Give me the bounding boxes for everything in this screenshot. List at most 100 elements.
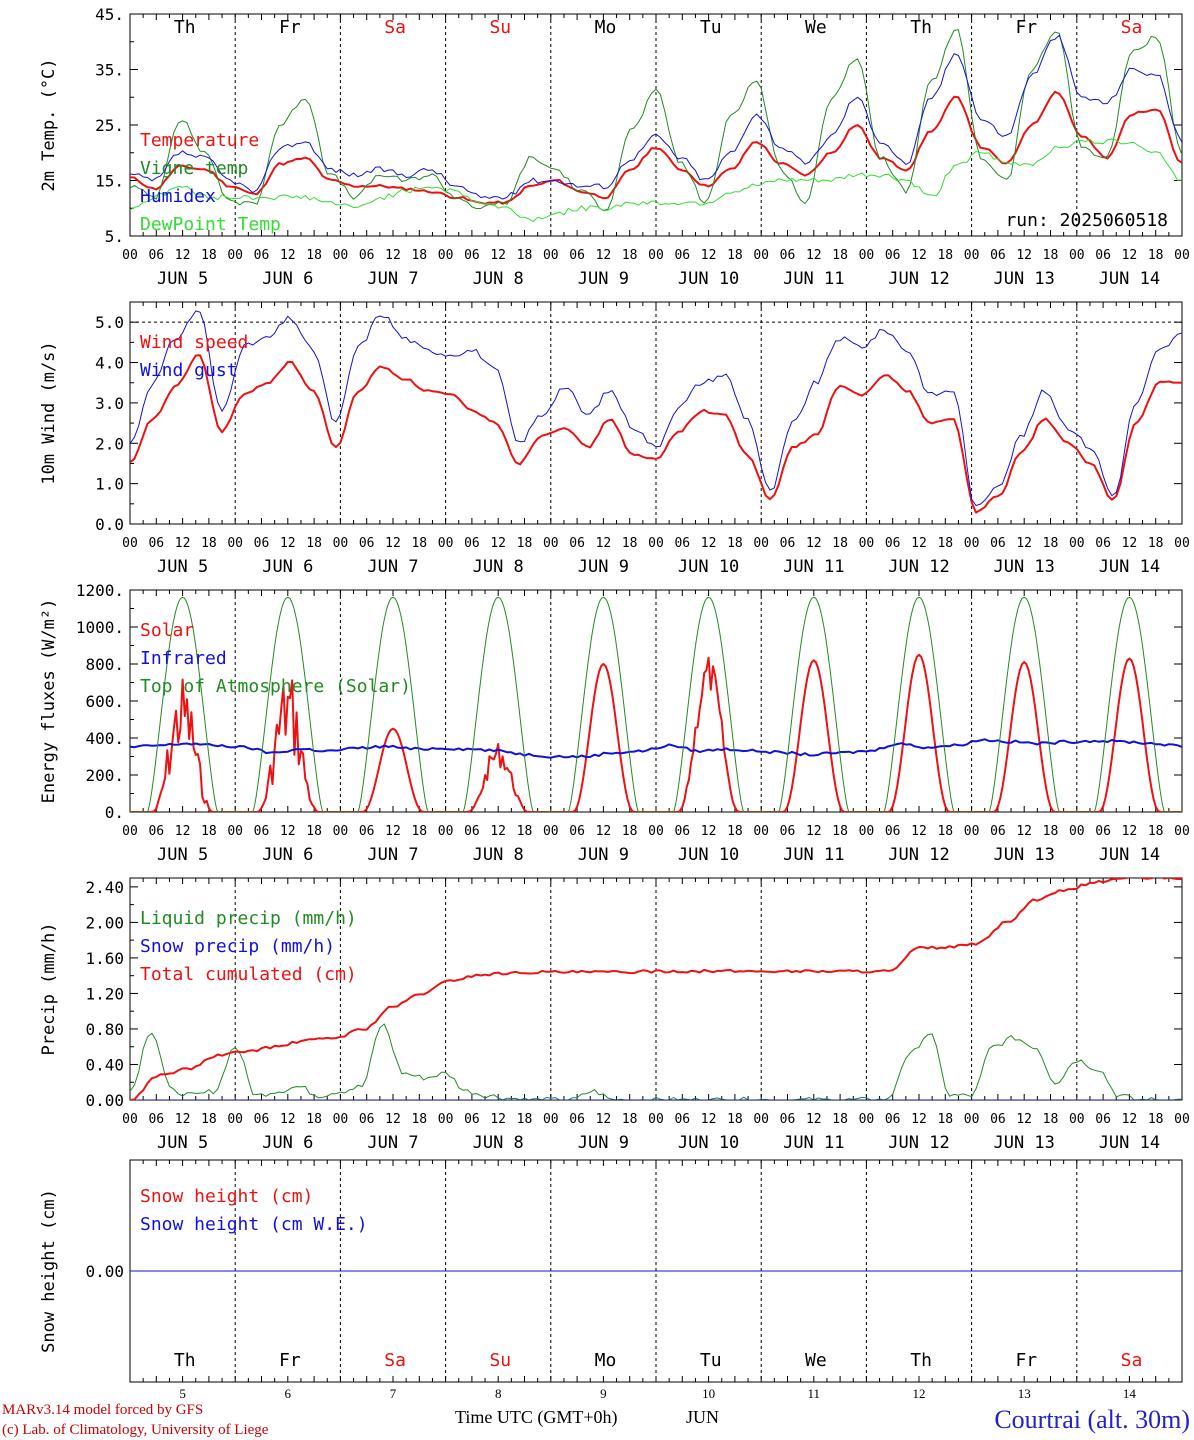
hour-label: 18 [1148,824,1164,839]
hour-label: 00 [753,824,769,839]
y-axis-label: 10m Wind (m/s) [39,341,59,484]
hour-label: 12 [911,824,927,839]
date-label: JUN 10 [678,557,739,577]
hour-label: 06 [148,824,164,839]
day-name: Fr [279,1350,301,1371]
day-name: Sa [384,17,406,38]
hour-label: 06 [464,824,480,839]
legend-entry: Wind speed [140,332,248,353]
hour-label: 00 [753,1112,769,1127]
hour-label: 12 [385,248,401,263]
hour-label: 18 [1148,1112,1164,1127]
hour-label: 18 [411,248,427,263]
panel-wind: 0.0 1.0 2.0 3.0 4.0 5.0 10m Wind (m/s) Wind spe… [39,301,1190,577]
date-label: JUN 12 [888,1133,949,1153]
date-label: JUN 11 [783,557,844,577]
hour-label: 12 [806,1112,822,1127]
hour-label: 12 [596,248,612,263]
series-line-3 [130,138,1182,222]
hour-label: 00 [333,1112,349,1127]
date-label: JUN 7 [367,845,418,865]
day-number: 14 [1123,1386,1137,1401]
hour-label: 18 [411,536,427,551]
date-label: JUN 8 [473,269,524,289]
hour-label: 18 [727,248,743,263]
hour-label: 12 [490,536,506,551]
date-label: JUN 13 [993,1133,1054,1153]
hour-label: 06 [1095,248,1111,263]
y-tick-label: 2.40 [85,878,124,897]
y-tick-label: 800. [85,655,124,674]
legend-entry: Snow height (cm) [140,1186,313,1207]
date-label: JUN 8 [473,557,524,577]
y-tick-label: 600. [85,692,124,711]
hour-label: 00 [859,824,875,839]
hour-label: 12 [806,248,822,263]
date-label: JUN 6 [262,1133,313,1153]
time-axis-month: JUN [686,1407,719,1427]
lab-credit: (c) Lab. of Climatology, University of L… [2,1422,269,1438]
day-name: Tu [700,1350,722,1371]
hour-label: 12 [280,824,296,839]
hour-label: 00 [1069,1112,1085,1127]
hour-label: 06 [780,824,796,839]
date-label: JUN 5 [157,269,208,289]
hour-label: 00 [1069,824,1085,839]
date-label: JUN 12 [888,269,949,289]
hour-label: 06 [254,824,270,839]
date-label: JUN 9 [578,1133,629,1153]
day-name: Sa [1121,17,1143,38]
hour-label: 12 [490,248,506,263]
hour-label: 18 [1043,824,1059,839]
date-label: JUN 5 [157,1133,208,1153]
day-name: Th [910,1350,932,1371]
y-tick-label: 5.0 [95,313,124,332]
date-label: JUN 8 [473,845,524,865]
legend-entry: Total cumulated (cm) [140,964,357,985]
station-name: Courtrai (alt. 30m) [994,1405,1190,1434]
hour-label: 12 [1016,824,1032,839]
legend-entry: Liquid precip (mm/h) [140,908,357,929]
hour-label: 06 [990,824,1006,839]
date-label: JUN 12 [888,557,949,577]
y-tick-label: 1200. [76,581,124,600]
date-label: JUN 11 [783,1133,844,1153]
hour-label: 00 [648,824,664,839]
hour-label: 18 [937,824,953,839]
hour-label: 12 [1016,536,1032,551]
hour-label: 18 [832,1112,848,1127]
date-label: JUN 10 [678,845,739,865]
hour-label: 18 [411,1112,427,1127]
day-number: 8 [495,1386,502,1401]
hour-label: 00 [859,536,875,551]
hour-label: 06 [1095,824,1111,839]
hour-label: 18 [937,1112,953,1127]
hour-label: 06 [674,248,690,263]
hour-label: 12 [806,536,822,551]
y-tick-label: 35. [95,61,124,80]
y-axis-label: Energy fluxes (W/m²) [39,599,59,804]
y-tick-label: 0.00 [85,1262,124,1281]
hour-label: 00 [333,536,349,551]
series-line-0 [130,653,1182,812]
date-label: JUN 14 [1099,557,1160,577]
hour-label: 12 [490,1112,506,1127]
date-label: JUN 9 [578,557,629,577]
hour-label: 12 [1016,1112,1032,1127]
y-tick-label: 0.80 [85,1020,124,1039]
hour-label: 18 [517,1112,533,1127]
hour-label: 12 [701,536,717,551]
hour-label: 18 [1148,536,1164,551]
day-number: 11 [808,1386,821,1401]
y-tick-label: 1.0 [95,475,124,494]
y-tick-label: 15. [95,172,124,191]
series-line-2 [130,34,1182,200]
day-number: 12 [913,1386,926,1401]
hour-label: 12 [596,536,612,551]
legend-entry: Top of Atmosphere (Solar) [140,676,411,697]
hour-label: 12 [385,1112,401,1127]
hour-label: 00 [227,248,243,263]
hour-label: 18 [1043,248,1059,263]
hour-label: 06 [254,248,270,263]
panel-precip: 0.00 0.40 0.80 1.20 1.60 2.00 2.40 Precip (mm/h… [39,877,1190,1153]
